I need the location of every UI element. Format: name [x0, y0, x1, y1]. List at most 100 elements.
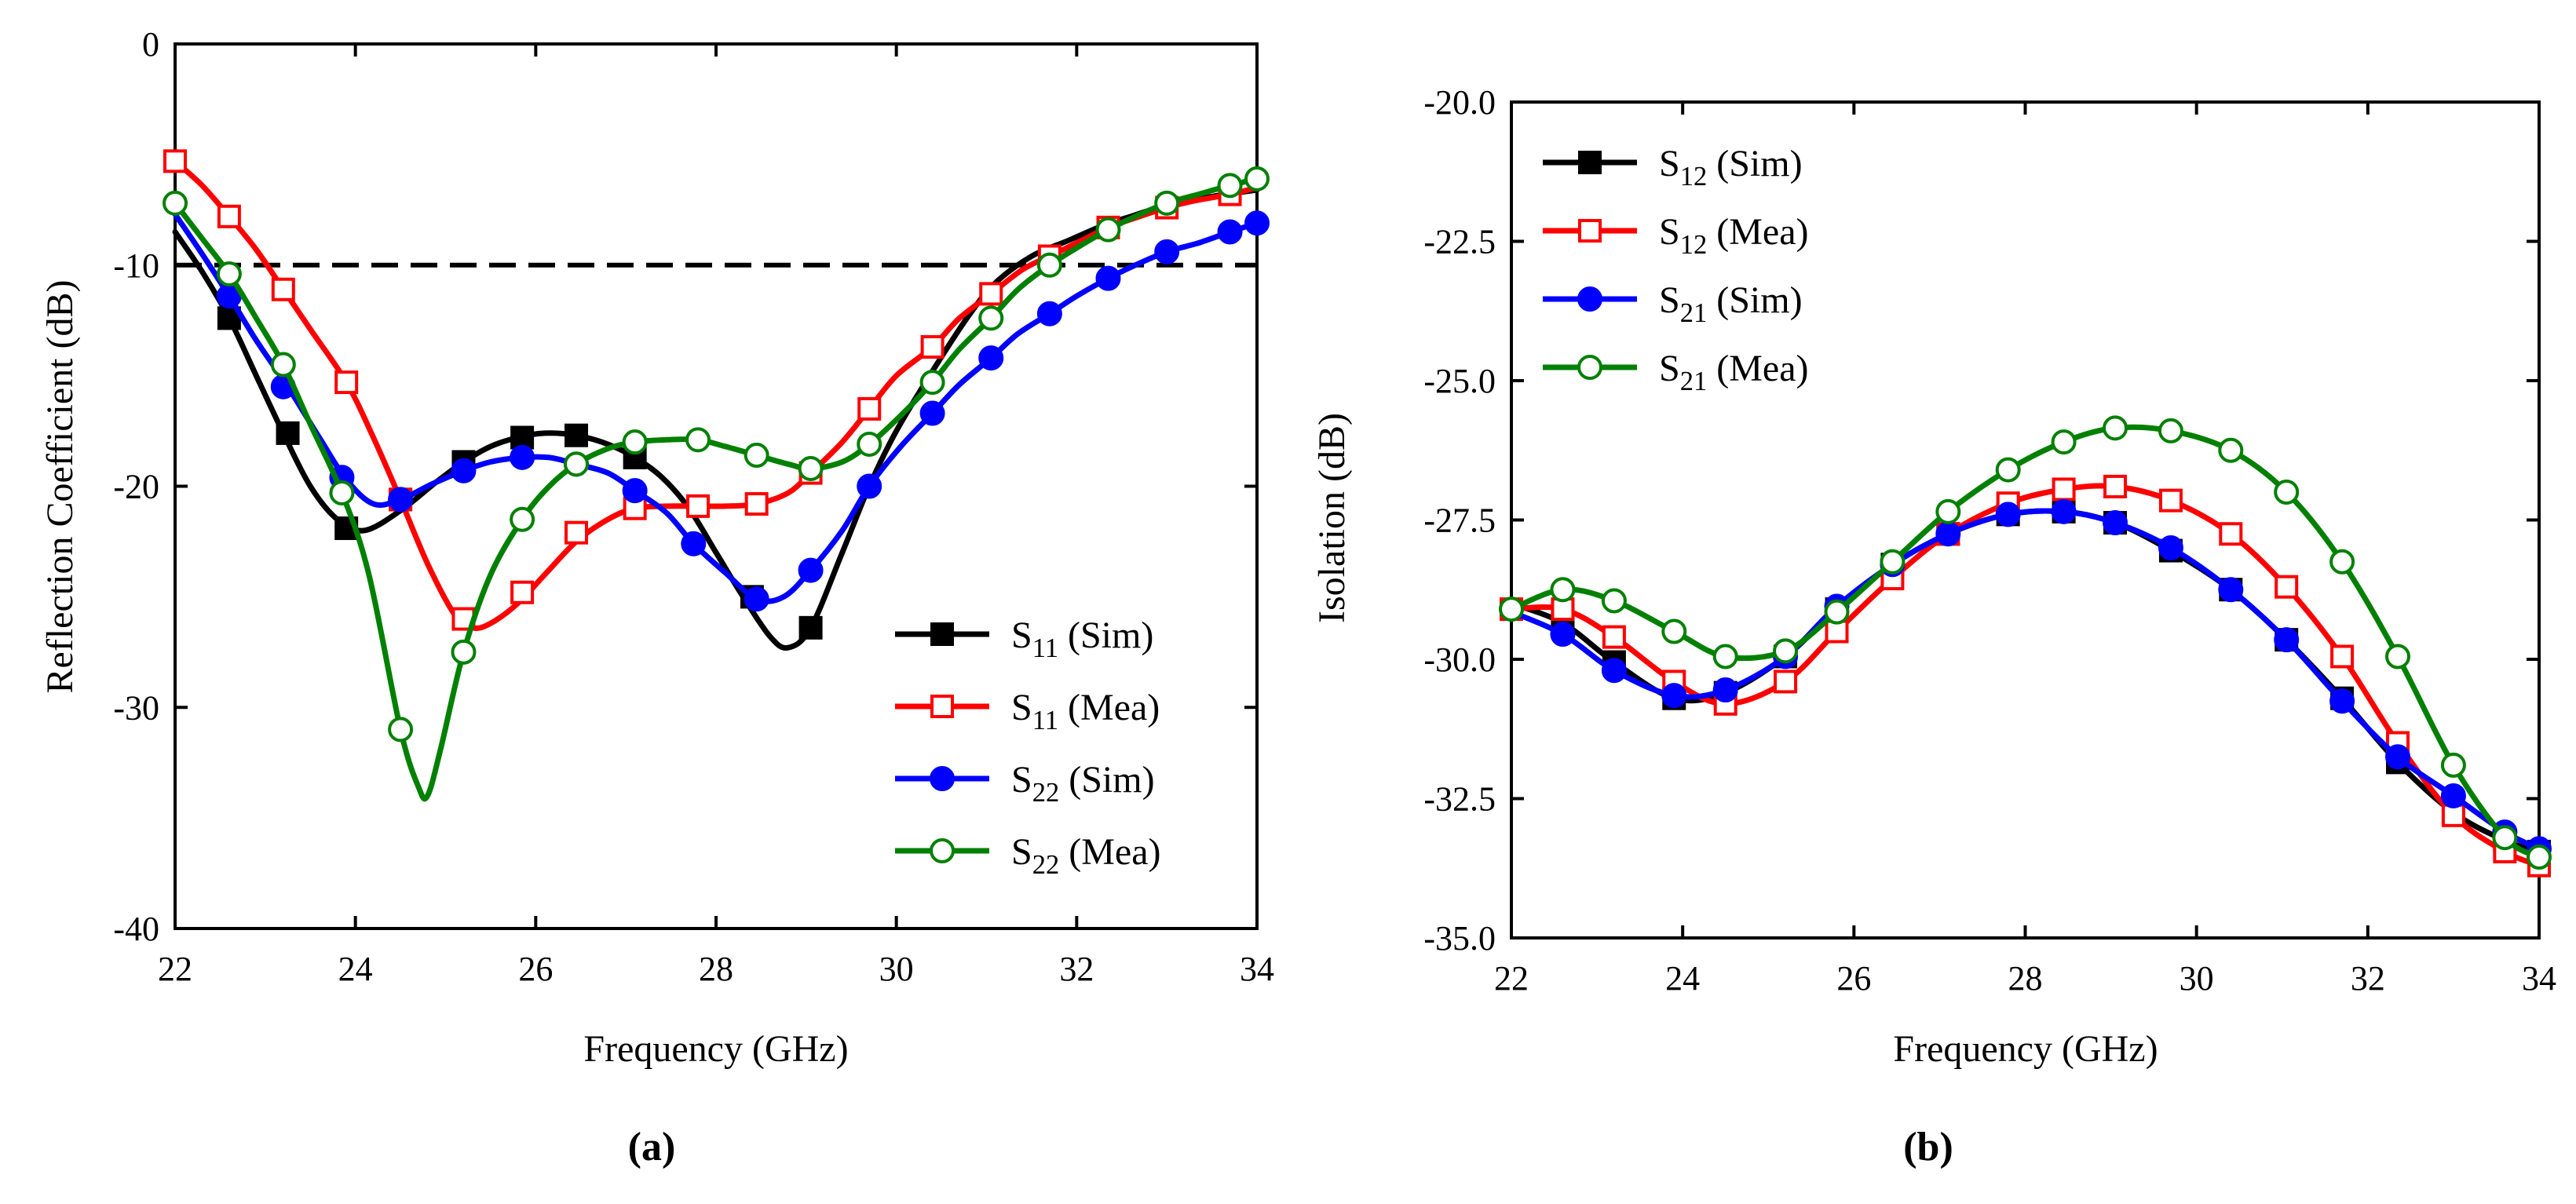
axis-ticks: 22 24 26 28 30 32 34 -40 -30 -20 -10 0 [113, 25, 1274, 988]
data-point [388, 717, 414, 742]
series-s12-mea [1500, 474, 2551, 877]
data-point [1935, 498, 1961, 524]
data-point [2440, 752, 2466, 778]
data-point [1154, 239, 1180, 265]
data-point [2158, 488, 2183, 513]
data-point [2218, 577, 2244, 603]
legend-label: S22 (Sim) [1011, 759, 1155, 808]
legend-label: S12 (Sim) [1659, 143, 1803, 192]
series-group [163, 149, 1270, 802]
data-point [798, 455, 824, 481]
legend-label: S11 (Mea) [1011, 687, 1160, 735]
data-point [681, 531, 707, 556]
data-point [1095, 217, 1121, 243]
data-point [1661, 683, 1687, 709]
legend-swatch-marker [1578, 219, 1602, 243]
data-point [798, 615, 823, 640]
data-point [2385, 744, 2411, 770]
y-tick-label: -32.5 [1423, 780, 1496, 819]
legend-label: S22 (Mea) [1011, 831, 1161, 880]
legend-swatch-marker [930, 622, 954, 646]
data-point [1217, 173, 1243, 199]
data-point [1154, 190, 1180, 216]
data-point [1601, 588, 1627, 614]
data-point [565, 520, 589, 545]
data-point [979, 282, 1003, 306]
data-point [857, 431, 882, 457]
data-point [623, 496, 647, 520]
data-point [798, 557, 824, 583]
y-axis-label: Reflection Coefficient (dB) [39, 280, 81, 694]
data-point [2275, 575, 2299, 599]
y-tick-label: -20.0 [1423, 83, 1496, 122]
data-point [510, 444, 535, 470]
y-tick-label: -10 [113, 246, 159, 285]
x-tick-label: 24 [338, 950, 373, 988]
axis-ticks: 22 24 26 28 30 32 34 -35.0 -32.5 -30.0 -27.5 -25.0 -… [1423, 83, 2556, 998]
x-tick-label: 32 [1059, 950, 1094, 988]
legend-item: S21 (Sim) [1543, 279, 1803, 328]
data-point [744, 443, 769, 469]
x-tick-label: 28 [699, 950, 733, 988]
data-point [744, 492, 769, 516]
x-tick-label: 24 [1665, 959, 1700, 998]
data-point [1499, 597, 1524, 622]
legend-item: S22 (Mea) [895, 831, 1161, 880]
data-point [564, 451, 590, 477]
data-point [510, 425, 535, 450]
x-tick-label: 34 [1240, 950, 1274, 988]
data-point [565, 423, 589, 447]
legend-swatch-marker [930, 766, 955, 791]
data-point [2051, 498, 2077, 524]
panel-a: 22 24 26 28 30 32 34-40-30-20-100 S11 (Sim)S11… [39, 25, 1274, 1169]
data-point [622, 478, 648, 504]
x-tick-label: 22 [158, 950, 192, 988]
x-tick-label: 28 [2008, 959, 2043, 998]
data-point [1773, 638, 1799, 664]
panel-b: 22 24 26 28 30 32 34 -35.0 -32.5 -30.0 -27.5 -25.0 -… [1311, 83, 2556, 1169]
data-point [1602, 625, 1626, 649]
y-tick-label: -20 [113, 468, 159, 506]
data-point [271, 277, 295, 301]
data-point [919, 370, 945, 396]
legend-label: S11 (Sim) [1011, 615, 1153, 663]
panel-label: (b) [1903, 1125, 1953, 1169]
data-point [2329, 688, 2355, 714]
data-point [744, 586, 769, 612]
data-point [216, 261, 242, 287]
data-point [2274, 480, 2300, 505]
data-point [2158, 418, 2183, 443]
data-point [1244, 166, 1270, 192]
data-point [1935, 521, 1961, 547]
data-point [2103, 474, 2128, 498]
y-tick-label: 0 [142, 25, 159, 64]
data-point [270, 352, 296, 378]
y-tick-label: -25.0 [1423, 362, 1496, 400]
data-point [388, 487, 414, 513]
data-point [1824, 599, 1850, 625]
data-point [1095, 265, 1121, 291]
data-point [1036, 301, 1062, 327]
data-point [217, 204, 241, 228]
data-point [276, 421, 300, 445]
legend-item: S11 (Sim) [895, 615, 1153, 663]
data-point [857, 396, 882, 421]
legend-item: S21 (Mea) [1543, 348, 1809, 396]
data-point [1995, 457, 2021, 483]
series-line [172, 187, 1260, 651]
data-point [1551, 597, 1575, 622]
data-point [686, 494, 711, 518]
data-point [978, 305, 1004, 331]
legend-swatch-marker [930, 838, 955, 863]
data-point [2274, 627, 2300, 653]
data-point [2051, 429, 2077, 455]
legend-label: S21 (Sim) [1659, 279, 1803, 328]
x-tick-label: 32 [2351, 959, 2385, 998]
y-tick-label: -30.0 [1423, 640, 1496, 679]
data-point [2218, 437, 2244, 463]
data-point [2492, 825, 2518, 851]
legend-item: S12 (Sim) [1543, 143, 1803, 192]
x-tick-label: 22 [1494, 959, 1529, 998]
legend: S12 (Sim) S12 (Mea) S21 (Sim) S21 (Mea) [1543, 143, 1809, 396]
